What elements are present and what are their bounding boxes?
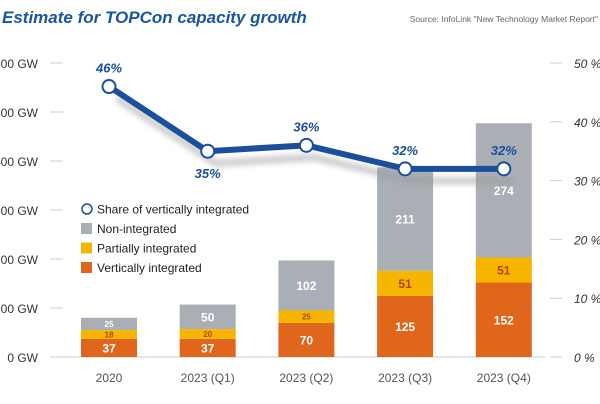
bar-partially-integrated: [179, 329, 236, 339]
legend-swatch: [81, 242, 92, 254]
legend-label: Partially integrated: [97, 242, 196, 256]
share-point: [200, 143, 216, 159]
bar-partially-integrated: [377, 270, 434, 296]
bar-non-integrated: [81, 317, 137, 331]
share-label: 36%: [293, 119, 319, 134]
bar-partially-integrated: [475, 257, 532, 283]
line-shadow: [115, 95, 512, 185]
left-tick-label: 400 GW: [0, 155, 39, 169]
bar-value-label: 51: [398, 277, 412, 291]
legend-swatch: [81, 262, 92, 273]
bar-partially-integrated: [81, 330, 137, 339]
chart-title: Estimate for TOPCon capacity growth: [2, 8, 307, 27]
x-tick-label: 2023 (Q2): [279, 371, 333, 385]
left-tick-label: 0 GW: [7, 351, 38, 365]
share-point: [397, 161, 413, 177]
legend-circle-icon: [81, 203, 93, 215]
bar-value-label: 102: [296, 279, 316, 293]
bar-vertically-integrated: [278, 322, 335, 357]
share-point: [298, 137, 314, 153]
x-tick-label: 2020: [96, 371, 123, 385]
legend-swatch: [81, 223, 92, 234]
share-label: 32%: [491, 143, 517, 158]
bar-non-integrated: [179, 304, 236, 330]
bar-value-label: 37: [201, 341, 215, 355]
bar-vertically-integrated: [81, 338, 137, 357]
bar-value-label: 211: [395, 213, 415, 227]
bar-value-label: 20: [203, 330, 212, 339]
legend-label: Share of vertically integrated: [97, 203, 249, 217]
right-tick-label: 40 %: [574, 116, 600, 130]
share-label: 32%: [392, 143, 418, 158]
bar-value-label: 70: [300, 333, 314, 347]
left-tick-label: 300 GW: [0, 204, 39, 218]
bar-vertically-integrated: [475, 282, 532, 357]
x-tick-label: 2023 (Q1): [181, 371, 235, 385]
bar-value-label: 18: [105, 330, 114, 339]
bar-value-label: 51: [497, 264, 511, 278]
bar-value-label: 25: [302, 313, 311, 322]
chart-source: Source: InfoLink "New Technology Market …: [410, 14, 598, 24]
share-label: 35%: [195, 166, 221, 181]
right-tick-label: 20 %: [573, 233, 600, 247]
x-tick-label: 2023 (Q3): [378, 371, 432, 385]
bar-value-label: 25: [105, 320, 114, 329]
share-label: 46%: [95, 61, 122, 76]
bar-non-integrated: [377, 167, 434, 271]
legend-label: Vertically integrated: [97, 261, 202, 275]
bar-value-label: 152: [494, 313, 514, 327]
left-tick-label: 500 GW: [0, 106, 39, 120]
bar-non-integrated: [475, 123, 532, 258]
share-point: [101, 79, 117, 95]
bar-value-label: 125: [395, 320, 415, 334]
x-tick-label: 2023 (Q4): [477, 371, 531, 385]
right-tick-label: 10 %: [574, 292, 600, 306]
left-tick-label: 200 GW: [0, 253, 39, 267]
bar-partially-integrated: [278, 310, 335, 323]
bar-value-label: 274: [494, 184, 514, 198]
right-tick-label: 30 %: [574, 175, 600, 189]
bar-value-label: 37: [102, 341, 116, 355]
left-tick-label: 600 GW: [0, 57, 39, 71]
bar-non-integrated: [278, 260, 335, 311]
bar-vertically-integrated: [179, 338, 236, 357]
bar-vertically-integrated: [377, 295, 434, 357]
legend-label: Non-integrated: [97, 222, 176, 236]
bar-value-label: 50: [201, 310, 215, 324]
left-tick-label: 100 GW: [0, 302, 39, 316]
right-tick-label: 50 %: [574, 57, 600, 71]
share-point: [496, 161, 512, 177]
right-tick-label: 0 %: [574, 351, 595, 365]
